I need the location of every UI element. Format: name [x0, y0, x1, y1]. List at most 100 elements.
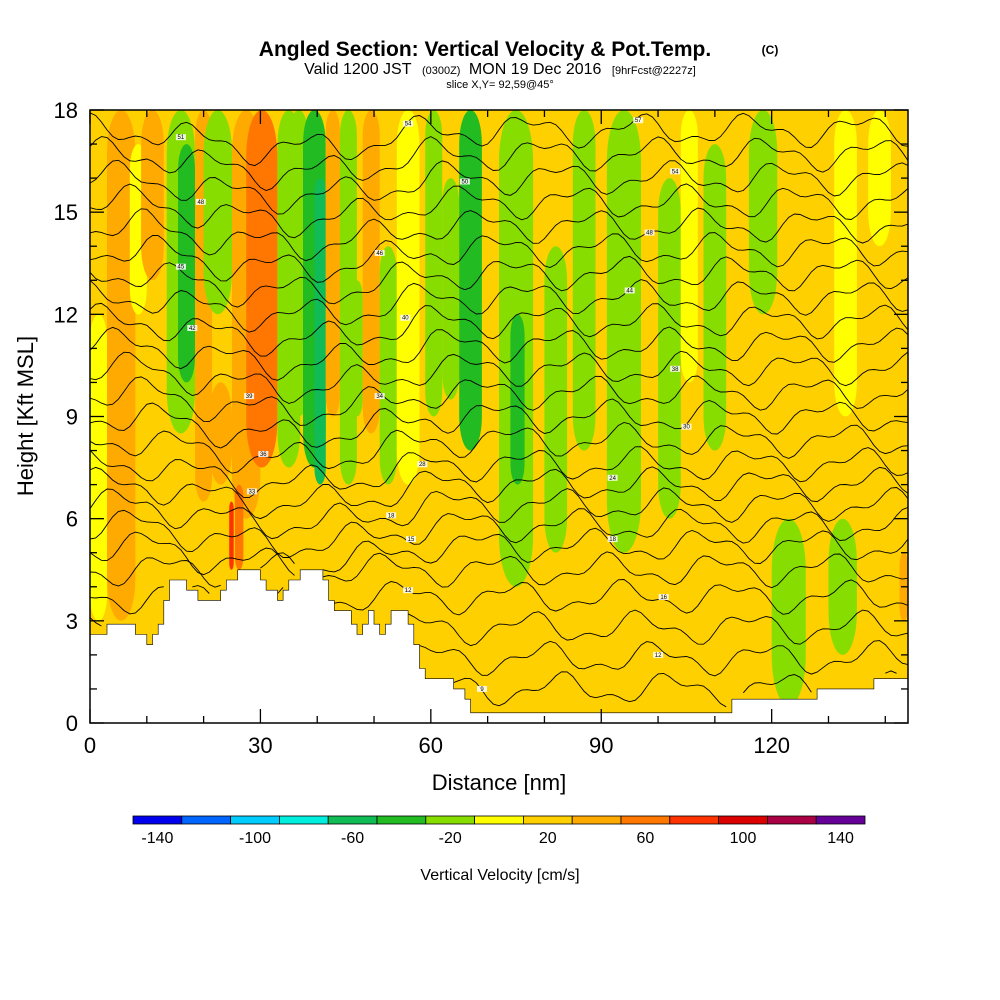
forecast-info: [9hrFcst@2227z]	[612, 65, 696, 77]
contour-label: 46	[376, 251, 383, 257]
contour-label: 38	[672, 367, 679, 373]
theta-contour	[90, 183, 908, 239]
velocity-band	[658, 178, 681, 519]
theta-contour	[90, 506, 908, 558]
contour-label: 33	[249, 489, 256, 495]
contour-label: 12	[405, 588, 412, 594]
velocity-field	[90, 110, 908, 706]
velocity-band	[828, 518, 857, 655]
velocity-band	[834, 110, 857, 417]
contour-label: 48	[197, 200, 204, 206]
velocity-band	[203, 110, 232, 315]
velocity-band	[748, 110, 778, 315]
velocity-band	[107, 110, 136, 621]
theta-contour	[90, 375, 908, 426]
potential-temperature-contours	[90, 112, 908, 708]
contour-label: 18	[388, 513, 395, 519]
contour-label: 40	[402, 316, 409, 322]
chart-title: Angled Section: Vertical Velocity & Pot.…	[259, 38, 711, 61]
colorbar-swatch	[620, 815, 671, 825]
velocity-band	[90, 314, 107, 621]
x-tick-label: 90	[589, 733, 613, 758]
contour-label: 45	[178, 265, 185, 271]
x-tick-label: 120	[753, 733, 790, 758]
velocity-band	[351, 280, 363, 417]
colorbar-swatch	[474, 815, 524, 825]
colorbar-swatch	[132, 815, 183, 825]
y-tick-label: 12	[54, 302, 78, 327]
contour-label-bg	[246, 488, 257, 495]
velocity-band	[325, 110, 340, 417]
contour-label-bg	[244, 393, 255, 400]
theta-contour	[90, 232, 908, 283]
valid-utc: (0300Z)	[422, 65, 461, 77]
contour-label-bg	[374, 393, 385, 400]
theta-contour	[90, 350, 908, 404]
contour-label-bg	[607, 536, 618, 543]
contour-label: 18	[609, 537, 616, 543]
velocity-band	[246, 110, 278, 468]
colorbar-label: -20	[439, 830, 462, 847]
theta-contour	[419, 640, 908, 677]
y-tick-label: 0	[66, 711, 78, 736]
y-tick-label: 9	[66, 405, 78, 430]
colorbar-swatch	[230, 815, 280, 825]
colorbar-label: 140	[827, 830, 854, 847]
y-tick-label: 18	[54, 98, 78, 123]
contour-label-bg	[403, 587, 414, 594]
x-tick-label: 0	[84, 733, 96, 758]
x-tick-label: 60	[419, 733, 443, 758]
colorbar-swatch	[523, 815, 573, 825]
theta-contour	[90, 487, 908, 540]
velocity-band	[362, 110, 380, 434]
velocity-band	[141, 110, 164, 281]
colorbar-label: -100	[239, 830, 271, 847]
velocity-band	[234, 484, 244, 570]
contour-label: 44	[626, 289, 633, 295]
theta-contour	[90, 207, 908, 262]
velocity-band	[425, 110, 443, 417]
colorbar-label: 20	[539, 830, 557, 847]
contour-label: 50	[462, 180, 469, 186]
contour-label: 15	[408, 537, 415, 543]
contour-label: 24	[609, 476, 616, 482]
theta-contour	[90, 136, 908, 191]
contour-label: 28	[419, 462, 426, 468]
contour-label-bg	[607, 474, 618, 481]
y-tick-labels: 0 3 6 9 12 15 18	[54, 98, 78, 736]
contour-label: 30	[683, 425, 690, 431]
slice-info: slice X,Y= 92,59@45°	[446, 79, 554, 91]
velocity-band	[680, 110, 698, 383]
contour-label-bg	[658, 594, 669, 600]
contour-label-bg	[406, 536, 416, 543]
contour-label-bg	[258, 451, 269, 457]
velocity-band	[318, 280, 325, 434]
contour-label: 54	[405, 122, 412, 128]
velocity-band	[209, 382, 232, 485]
contour-label-bg	[175, 134, 186, 141]
colorbar-label: 60	[637, 830, 655, 847]
velocity-band	[572, 110, 596, 451]
velocity-band	[510, 314, 525, 485]
contour-label-bg	[670, 168, 681, 175]
contour-label: 54	[672, 169, 679, 175]
valid-line: Valid 1200 JST (0300Z) MON 19 Dec 2016 […	[304, 61, 696, 78]
contour-label: 42	[189, 326, 196, 332]
contour-label: 12	[655, 653, 662, 659]
contour-label-bg	[681, 423, 692, 430]
contour-label-bg	[175, 263, 186, 270]
contour-label: 57	[635, 118, 642, 124]
colorbar-label: -60	[341, 830, 364, 847]
theta-contour	[90, 112, 908, 167]
velocity-band	[459, 110, 482, 451]
x-axis-label: Distance [nm]	[432, 770, 567, 795]
terrain-fill	[90, 569, 908, 723]
colorbar: -140 -100 -60 -20 20 60 100 140 Vertical Veloci…	[132, 815, 866, 884]
colorbar-labels: -140 -100 -60 -20 20 60 100 140	[141, 830, 854, 847]
contour-label: 34	[376, 394, 383, 400]
contour-label-bg	[459, 178, 470, 185]
contour-label-bg	[400, 314, 411, 321]
colorbar-title: Vertical Velocity [cm/s]	[420, 867, 579, 884]
colorbar-swatch	[767, 815, 817, 825]
